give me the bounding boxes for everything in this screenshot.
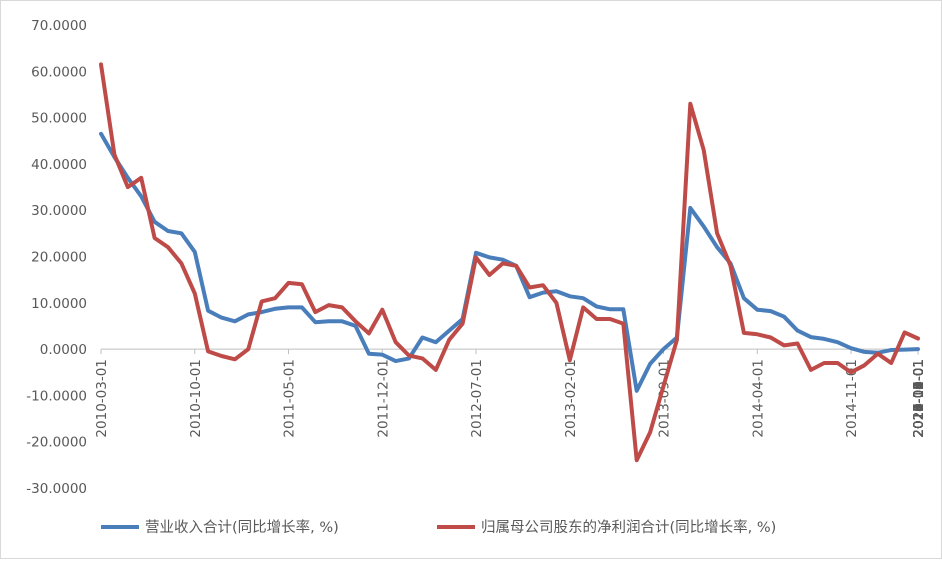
series-line-2 [99, 62, 920, 463]
x-tick-label: 2010-03-01 [94, 359, 110, 437]
x-tick-label: 2018-05-01 [911, 359, 927, 437]
y-tick-label: 20.0000 [31, 250, 87, 266]
y-tick-label: 40.0000 [31, 157, 87, 173]
series-line-1 [99, 131, 920, 393]
x-tick-label: 2015-06-01 [911, 359, 927, 437]
y-tick-label: -20.0000 [26, 435, 87, 451]
x-tick-label: 2017-03-01 [911, 359, 927, 437]
x-tick-label: 2025-05-01 [911, 359, 927, 437]
y-tick-label: 70.0000 [31, 18, 87, 34]
x-tick-label: 2013-02-01 [563, 359, 579, 437]
y-tick-label: 60.0000 [31, 64, 87, 80]
x-tick-label: 2020-09-01 [911, 359, 927, 437]
y-axis-labels: 70.0000 60.0000 50.0000 40.0000 30.0000 20.00… [26, 18, 87, 497]
legend-label: 归属母公司股东的净利润合计(同比增长率, %) [481, 519, 776, 536]
x-tick-label: 2017-10-01 [911, 359, 927, 437]
x-tick-label: 2011-05-01 [282, 359, 298, 437]
y-tick-label: 30.0000 [31, 203, 87, 219]
x-tick-label: 2016-01-01 [911, 359, 927, 437]
x-tick-label: 2011-12-01 [375, 359, 391, 437]
x-tick-label: 2023-08-01 [911, 359, 927, 437]
series-lines [99, 62, 920, 463]
x-tick-label: 2024-10-01 [911, 359, 927, 437]
y-tick-label: 50.0000 [31, 111, 87, 127]
legend: 营业收入合计(同比增长率, %) 归属母公司股东的净利润合计(同比增长率, %) [101, 519, 776, 536]
legend-item-1: 营业收入合计(同比增长率, %) [101, 519, 339, 536]
x-tick-label: 2020-02-01 [911, 359, 927, 437]
x-tick-label: 2021-04-01 [911, 359, 927, 437]
x-tick-label: 2014-11-01 [844, 359, 860, 437]
legend-item-2: 归属母公司股东的净利润合计(同比增长率, %) [437, 519, 776, 536]
x-tick-label: 2016-08-01 [911, 359, 927, 437]
x-tick-label: 2010-10-01 [188, 359, 204, 437]
y-tick-label: 0.0000 [40, 342, 87, 358]
y-tick-label: -10.0000 [26, 388, 87, 404]
x-tick-label: 2018-12-01 [911, 359, 927, 437]
x-tick-label: 2014-04-01 [750, 359, 766, 437]
x-tick-label: 2019-07-01 [911, 359, 927, 437]
y-tick-label: -30.0000 [26, 481, 87, 497]
x-tick-label: 2013-09-01 [657, 359, 673, 437]
x-tick-label: 2023-01-01 [911, 359, 927, 437]
x-axis: 2010-03-01 2010-10-01 2011-05-01 2011-12-01… [94, 348, 927, 438]
legend-label: 营业收入合计(同比增长率, %) [145, 519, 339, 536]
x-tick-label: 2024-03-01 [911, 359, 927, 437]
x-tick-label: 2021-11-01 [911, 359, 927, 437]
y-tick-label: 10.0000 [31, 296, 87, 312]
x-tick-label: 2022-06-01 [911, 359, 927, 437]
x-tick-label: 2012-07-01 [469, 359, 485, 437]
